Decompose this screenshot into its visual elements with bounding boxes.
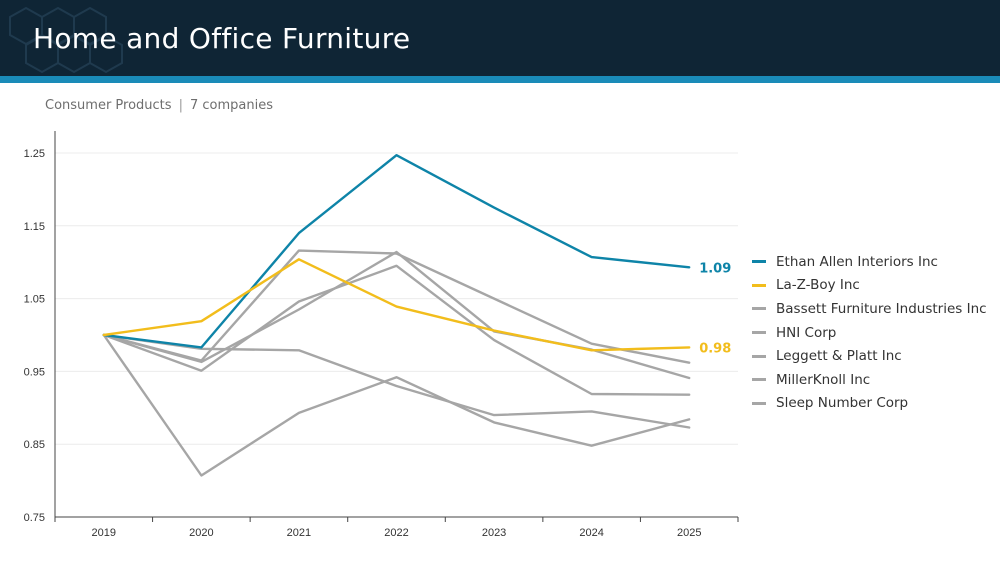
page-title: Home and Office Furniture xyxy=(33,22,411,55)
series-line-leggett-platt-inc xyxy=(102,333,691,477)
end-label-ethan-allen-interiors-inc: 1.09 xyxy=(699,261,731,276)
series-line-la-z-boy-inc xyxy=(102,258,691,352)
x-tick-label: 2021 xyxy=(287,527,311,539)
legend-label: Ethan Allen Interiors Inc xyxy=(776,253,938,270)
x-tick-label: 2020 xyxy=(189,527,213,539)
subtitle: Consumer Products | 7 companies xyxy=(45,98,273,113)
legend-swatch xyxy=(752,378,766,382)
chart-legend: Ethan Allen Interiors Inc La-Z-Boy Inc Bas… xyxy=(752,250,987,415)
series-line-millerknoll-inc xyxy=(102,264,691,396)
hexagon-pattern-icon xyxy=(9,6,123,74)
legend-item: MillerKnoll Inc xyxy=(752,368,987,392)
legend-item: Sleep Number Corp xyxy=(752,392,987,416)
legend-item: Bassett Furniture Industries Inc xyxy=(752,297,987,321)
legend-item: HNI Corp xyxy=(752,321,987,345)
legend-swatch xyxy=(752,331,766,335)
legend-item: Leggett & Platt Inc xyxy=(752,344,987,368)
x-tick-label: 2025 xyxy=(677,527,701,539)
y-tick-label: 1.15 xyxy=(24,221,45,233)
legend-label: Bassett Furniture Industries Inc xyxy=(776,300,987,317)
x-tick-label: 2024 xyxy=(579,527,603,539)
legend-label: La-Z-Boy Inc xyxy=(776,277,860,294)
legend-label: HNI Corp xyxy=(776,324,837,341)
category-label: Consumer Products xyxy=(45,98,172,113)
header-banner: Home and Office Furniture xyxy=(0,0,1000,76)
legend-swatch xyxy=(752,401,766,405)
legend-swatch xyxy=(752,307,766,311)
legend-swatch xyxy=(752,354,766,358)
y-tick-label: 1.05 xyxy=(24,294,45,306)
subtitle-separator: | xyxy=(178,98,183,113)
y-tick-label: 0.75 xyxy=(24,512,45,524)
legend-label: MillerKnoll Inc xyxy=(776,371,871,388)
series-line-sleep-number-corp xyxy=(102,250,691,380)
x-tick-label: 2019 xyxy=(92,527,116,539)
y-tick-label: 0.95 xyxy=(24,366,45,378)
y-tick-label: 1.25 xyxy=(24,148,45,160)
x-tick-label: 2023 xyxy=(482,527,506,539)
company-count: 7 companies xyxy=(189,98,273,113)
series-line-hni-corp xyxy=(102,333,691,429)
legend-swatch xyxy=(752,283,766,287)
x-tick-label: 2022 xyxy=(384,527,408,539)
end-label-la-z-boy-inc: 0.98 xyxy=(699,341,731,356)
legend-swatch xyxy=(752,260,766,264)
accent-bar xyxy=(0,76,1000,83)
y-tick-label: 0.85 xyxy=(24,439,45,451)
legend-label: Leggett & Platt Inc xyxy=(776,348,902,365)
legend-item: La-Z-Boy Inc xyxy=(752,274,987,298)
legend-item: Ethan Allen Interiors Inc xyxy=(752,250,987,274)
legend-label: Sleep Number Corp xyxy=(776,395,909,412)
series-line-ethan-allen-interiors-inc xyxy=(102,153,691,349)
